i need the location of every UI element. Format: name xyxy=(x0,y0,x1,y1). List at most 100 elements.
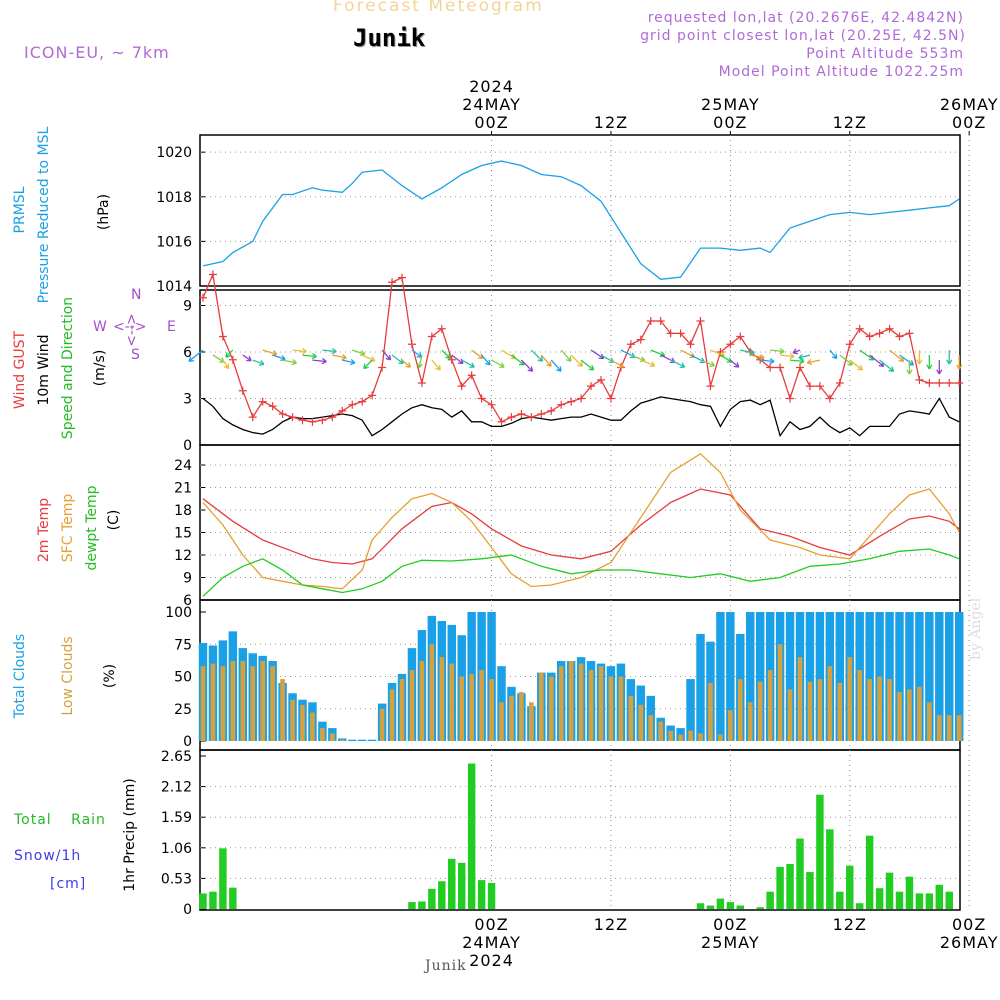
clouds-label-total: Total Clouds xyxy=(12,634,28,719)
pressure-tick-label: 1018 xyxy=(156,190,192,206)
bottom-date-label: 25MAY xyxy=(701,933,760,952)
wind-direction-arrow xyxy=(222,359,230,370)
precip-bar xyxy=(457,862,466,909)
low-cloud-bar xyxy=(608,676,614,741)
wind-direction-arrow xyxy=(869,354,885,367)
total-cloud-bar xyxy=(487,612,496,741)
wind-direction-arrow xyxy=(700,359,716,368)
precip-bar xyxy=(786,863,794,909)
pressure-label-unit: (hPa) xyxy=(96,194,112,230)
low-cloud-bar xyxy=(429,644,435,741)
wind-direction-arrow xyxy=(361,354,376,362)
wind-direction-arrow xyxy=(416,354,424,369)
wind-label-10m: 10m Wind xyxy=(36,334,52,405)
panel-frame-temp xyxy=(199,444,961,601)
wind-direction-arrow xyxy=(282,359,298,366)
wind-gust-marker xyxy=(875,329,884,338)
temp-label-unit: (C) xyxy=(106,510,122,531)
wind-gust-marker xyxy=(955,379,964,387)
wind-gust-marker xyxy=(358,397,367,406)
low-cloud-bar xyxy=(907,689,912,741)
total-cloud-bar xyxy=(726,612,735,741)
low-cloud-bar xyxy=(837,682,843,741)
wind-label-gust: Wind GUST xyxy=(12,330,28,409)
wind-direction-arrow xyxy=(750,354,765,361)
wind-gust-marker xyxy=(507,413,516,422)
total-cloud-bar xyxy=(357,739,367,741)
wind-direction-arrow xyxy=(849,359,863,371)
wind-gust-marker xyxy=(288,413,297,422)
wind-gust-marker xyxy=(268,402,277,411)
low-cloud-bar xyxy=(668,730,673,741)
wind-gust-marker xyxy=(348,400,357,409)
wind-gust-marker xyxy=(467,371,476,380)
wind-gust-marker xyxy=(905,329,914,338)
low-cloud-bar xyxy=(737,679,743,741)
precip-bar xyxy=(716,898,725,909)
wind-direction-arrow xyxy=(859,349,875,361)
wind-direction-arrow xyxy=(946,350,953,365)
low-cloud-bar xyxy=(578,663,584,741)
precip-bar xyxy=(925,893,934,909)
total-cloud-bar xyxy=(348,739,357,741)
precip-bar xyxy=(726,902,735,909)
wind-direction-arrow xyxy=(580,359,595,371)
precip-bar xyxy=(696,903,705,909)
wind-direction-arrow xyxy=(381,349,392,361)
bottom-hour-label: 00Z xyxy=(474,915,508,934)
precip-tick-label: 0 xyxy=(183,902,192,918)
low-cloud-bar xyxy=(479,670,484,741)
wind-direction-arrow xyxy=(906,360,913,375)
low-cloud-bar xyxy=(399,679,405,741)
total-cloud-bar xyxy=(835,612,845,741)
wind-direction-arrow xyxy=(770,347,785,355)
wind-gust-marker xyxy=(477,394,486,403)
pressure-tick-label: 1014 xyxy=(156,279,192,295)
total-cloud-bar xyxy=(865,612,874,741)
wind-direction-arrow xyxy=(590,349,605,360)
wind-tick-label: 9 xyxy=(183,299,192,315)
low-cloud-bar xyxy=(320,728,325,741)
clouds-tick-label: 75 xyxy=(174,637,192,653)
wind-gust-marker xyxy=(736,332,745,341)
precip-bar xyxy=(776,866,784,909)
low-cloud-bar xyxy=(936,715,942,741)
wind-direction-arrow xyxy=(461,359,475,368)
precip-bar xyxy=(855,903,864,909)
wind-direction-arrow xyxy=(610,359,625,368)
low-cloud-bar xyxy=(867,679,872,741)
wind-gust-marker xyxy=(199,293,207,302)
wind-gust-marker xyxy=(825,394,834,403)
wind-gust-marker xyxy=(248,413,257,422)
low-cloud-bar xyxy=(638,704,644,741)
wind-direction-arrow xyxy=(926,355,933,370)
low-cloud-bar xyxy=(956,715,962,741)
low-cloud-bar xyxy=(917,686,922,741)
wind-tick-label: 3 xyxy=(183,392,192,408)
precip-label-cm: [cm] xyxy=(50,876,86,892)
compass-e: E xyxy=(167,319,176,335)
wind-gust-marker xyxy=(238,386,247,395)
precip-label-snow: Snow/1h xyxy=(14,848,81,864)
low-cloud-bar xyxy=(529,702,534,741)
total-cloud-bar xyxy=(935,612,944,741)
temp-label-2m: 2m Temp xyxy=(36,498,52,562)
wind-gust-marker xyxy=(407,340,416,349)
low-cloud-bar xyxy=(598,666,604,741)
precip-bar xyxy=(756,907,764,909)
wind-gust-marker xyxy=(437,324,446,333)
temp-tick-label: 18 xyxy=(174,503,192,519)
wind-direction-arrow xyxy=(956,355,963,370)
precip-bar xyxy=(408,902,416,909)
precip-bar xyxy=(448,858,456,909)
precip-bar xyxy=(487,883,496,909)
wind-gust-marker xyxy=(547,406,556,415)
compass-n: N xyxy=(131,287,141,303)
top-date-label: 24MAY xyxy=(462,95,521,114)
low-cloud-bar xyxy=(339,739,345,741)
low-cloud-bar xyxy=(757,681,763,741)
low-cloud-bar xyxy=(658,721,664,741)
low-cloud-bar xyxy=(250,666,256,741)
top-hour-label: 00Z xyxy=(474,113,508,132)
wind-gust-marker xyxy=(338,406,347,415)
